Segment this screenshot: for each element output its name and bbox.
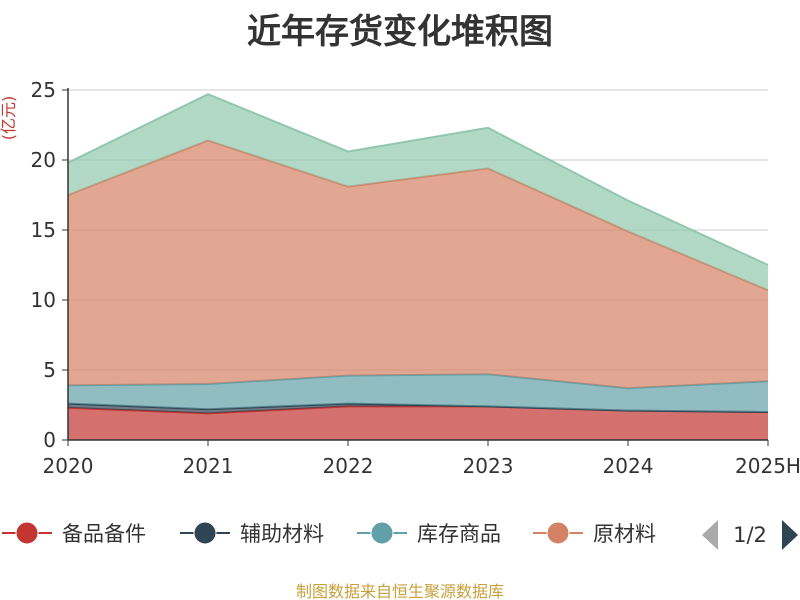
source-note: 制图数据来自恒生聚源数据库 — [295, 582, 504, 600]
y-tick-label: 25 — [31, 78, 56, 102]
legend-label[interactable]: 库存商品 — [417, 522, 501, 546]
x-tick-label: 2025H — [735, 454, 800, 478]
legend-marker[interactable] — [193, 521, 217, 545]
x-tick-label: 2021 — [183, 454, 234, 478]
area-series-line-4 — [67, 93, 769, 266]
area-series-2 — [68, 374, 768, 412]
legend-label[interactable]: 备品备件 — [62, 522, 146, 546]
x-tick-label: 2023 — [463, 454, 514, 478]
y-tick-label: 15 — [31, 218, 56, 242]
y-tick-label: 20 — [31, 148, 56, 172]
legend-marker[interactable] — [15, 521, 39, 545]
area-series-0 — [68, 406, 768, 440]
area-series-1 — [68, 403, 768, 414]
x-tick-label: 2020 — [43, 454, 94, 478]
legend-marker[interactable] — [370, 521, 394, 545]
x-tick-label: 2024 — [603, 454, 654, 478]
chart-title: 近年存货变化堆积图 — [247, 12, 553, 52]
legend-label[interactable]: 原材料 — [593, 522, 656, 546]
legend-next-page-icon[interactable] — [782, 520, 798, 550]
y-tick-label: 5 — [43, 358, 56, 382]
y-axis-label: (亿元) — [0, 96, 18, 141]
y-tick-label: 0 — [43, 428, 56, 452]
legend-page-indicator: 1/2 — [733, 523, 767, 547]
legend-label[interactable]: 辅助材料 — [240, 522, 324, 546]
area-series-4 — [68, 94, 768, 291]
legend-prev-page-icon[interactable] — [702, 520, 718, 550]
x-tick-label: 2022 — [323, 454, 374, 478]
legend-marker[interactable] — [546, 521, 570, 545]
y-tick-label: 10 — [31, 288, 56, 312]
area-series-3 — [68, 140, 768, 389]
